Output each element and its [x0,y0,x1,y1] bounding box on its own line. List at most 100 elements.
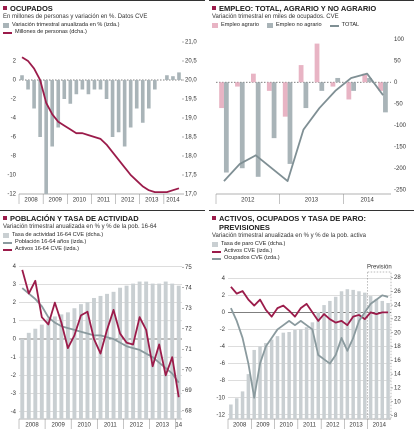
x-tick-label: 2011 [303,423,317,429]
x-tick-label: 2014 [360,198,374,204]
bar [153,80,157,90]
y2-tick-label: 20 [394,330,401,336]
y-tick-label: -2 [11,97,17,103]
bar [240,391,245,419]
bar [122,80,127,147]
y-tick-label: 3 [13,282,17,288]
y-tick-label: 2 [13,300,17,306]
bar [251,73,256,83]
y-tick-label: -4 [220,344,226,350]
x-tick-label: 2008 [233,423,247,429]
bar [275,336,280,419]
legend-label: Tasa de paro CVE (dcha.) [221,241,286,247]
x-tick-label: 2013 [156,423,170,429]
legend-swatch [212,242,218,247]
legend-item: Ocupados CVE (izda.) [212,255,411,262]
bar [59,314,64,419]
y-tick-label: 4 [222,276,226,282]
bar [105,293,109,419]
y2-tick-label: 16 [394,358,401,364]
bar [78,304,83,419]
y2-tick-label: 12 [394,386,401,392]
y2-tick-label: 75 [185,265,192,271]
legend-label: Población 16-64 años (izda.) [15,239,87,245]
y-tick-label: -2 [11,373,17,379]
bar [92,80,97,90]
chart: -12-10-8-6-4-202481012141618202224262820… [216,265,401,429]
chart-title: ACTIVOS, OCUPADOS Y TASA DE PARO: PREVIS… [212,214,411,232]
legend: Tasa de actividad 16-64 CVE (dcha.) Pobla… [3,232,202,253]
bar [140,80,145,123]
bar [367,77,372,83]
chart-title: POBLACIÓN Y TASA DE ACTIVIDAD [3,214,202,223]
bar [335,77,341,83]
bar [72,308,77,419]
bar [339,291,344,419]
bar [56,80,61,128]
bar [146,80,151,109]
bar [368,296,373,419]
y2-tick-label: 8 [394,413,398,419]
chart-subtitle: Variación trimestral anualizada en % y %… [212,233,366,239]
legend-label: Variación trimestral anualizada en % (iz… [12,22,120,28]
bar [44,80,48,194]
chart: -250 -200 -150 -100 -50 0 50 100 2012 2013 2014 [215,37,407,204]
bar [157,283,162,419]
y2-tick-label: 73 [185,306,192,312]
bar [328,300,332,419]
bar [246,374,251,419]
chart-subtitle: Variación trimestral anualizada en % y %… [3,224,157,230]
panel: ACTIVOS, OCUPADOS Y TASA DE PARO: PREVIS… [209,210,414,433]
x-tick-label: 2013 [145,198,159,204]
chart-subtitle: En millones de personas y variación en %… [3,14,148,20]
y2-tick-label: 24 [394,303,401,309]
x-tick-label: 2010 [280,423,294,429]
bar [363,292,367,419]
bar [131,283,136,419]
bar [383,82,388,113]
y-tick-label: -12 [7,192,16,198]
bar [239,82,245,169]
y-tick-label: -8 [11,154,17,160]
legend-swatch [3,31,12,34]
legend-swatch [212,23,218,28]
bar [62,80,67,99]
bar [304,327,309,419]
legend-item: Activos 16-64 CVE (izda.) [3,246,202,253]
line [21,287,180,384]
y2-tick-label: 17,0 [185,192,197,198]
bar [134,80,139,109]
legend-swatch [3,233,9,238]
bar [234,398,239,419]
y2-tick-label: 68 [185,408,192,414]
bar [299,329,303,419]
bar [258,346,262,419]
bar [386,303,390,419]
y2-tick-label: 26 [394,289,401,295]
y2-tick-label: 22 [394,316,401,322]
y2-tick-label: 18,5 [185,135,197,141]
y-tick-label: -12 [216,412,225,418]
bar [287,332,291,419]
bar [163,281,168,419]
x-tick-label: 2010 [78,423,92,429]
bar [293,329,297,419]
y2-tick-label: 19,0 [185,116,197,122]
bar [86,80,91,95]
bar [98,295,103,419]
legend-label: Activos 16-64 CVE (izda.) [15,246,80,252]
bar [32,80,36,109]
y-tick-label: -10 [216,395,225,401]
chart-subtitle: Variación trimestral en miles de ocupado… [212,14,339,20]
y-tick-label: -6 [11,135,17,141]
bar [223,82,229,173]
y-tick-label: -250 [394,187,407,193]
bar [33,328,38,419]
y-tick-label: 0 [13,337,17,343]
bar [319,82,325,91]
bar [85,302,90,419]
line [230,294,389,399]
bar [310,322,315,419]
bar [229,404,233,419]
y-tick-label: 0 [222,310,226,316]
